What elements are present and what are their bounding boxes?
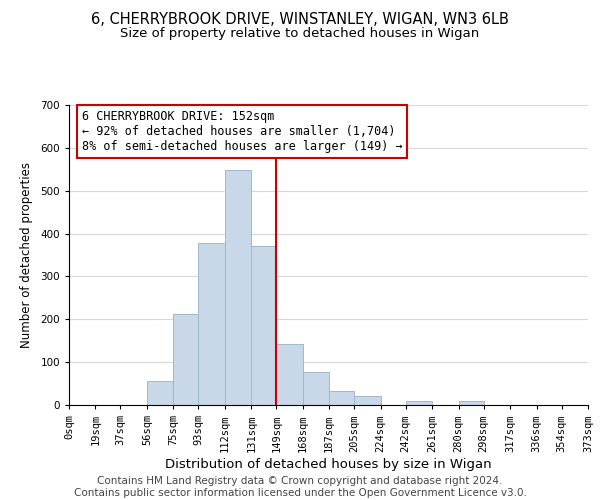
Bar	[303, 372, 329, 405]
Bar	[173, 314, 199, 405]
X-axis label: Distribution of detached houses by size in Wigan: Distribution of detached houses by size …	[165, 458, 492, 471]
Y-axis label: Number of detached properties: Number of detached properties	[20, 162, 34, 348]
Text: Size of property relative to detached houses in Wigan: Size of property relative to detached ho…	[121, 28, 479, 40]
Text: 6, CHERRYBROOK DRIVE, WINSTANLEY, WIGAN, WN3 6LB: 6, CHERRYBROOK DRIVE, WINSTANLEY, WIGAN,…	[91, 12, 509, 28]
Bar	[199, 243, 225, 405]
Text: 6 CHERRYBROOK DRIVE: 152sqm
← 92% of detached houses are smaller (1,704)
8% of s: 6 CHERRYBROOK DRIVE: 152sqm ← 92% of det…	[82, 110, 402, 153]
Bar	[354, 396, 380, 405]
Bar	[277, 344, 303, 405]
Bar	[147, 382, 173, 405]
Bar	[225, 170, 251, 405]
Bar	[458, 401, 484, 405]
Text: Contains HM Land Registry data © Crown copyright and database right 2024.
Contai: Contains HM Land Registry data © Crown c…	[74, 476, 526, 498]
Bar	[406, 401, 432, 405]
Bar	[329, 391, 354, 405]
Bar	[251, 246, 277, 405]
